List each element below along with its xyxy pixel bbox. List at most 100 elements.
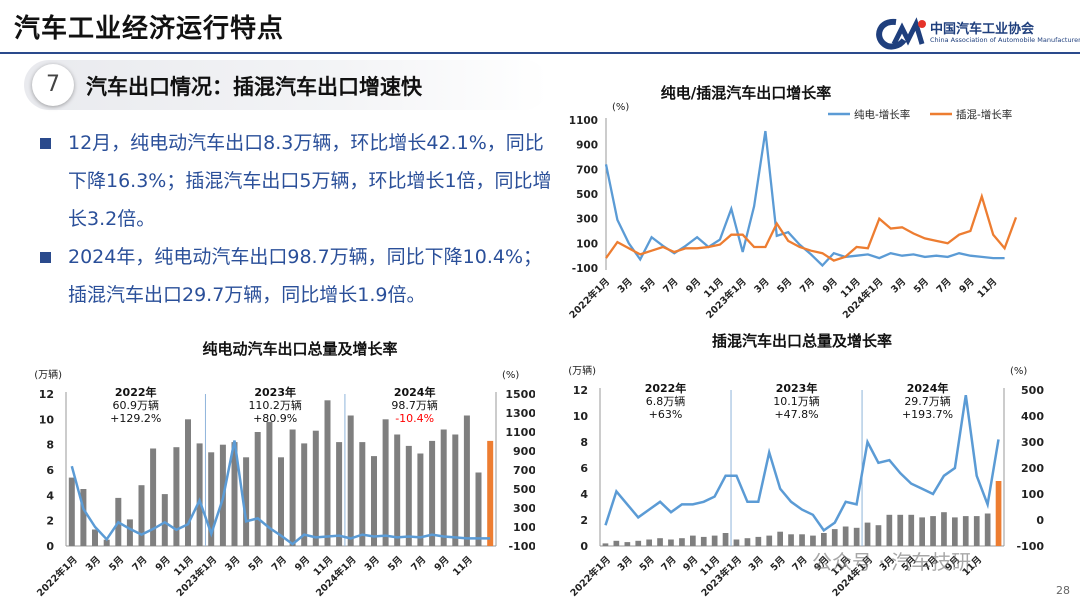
volume-bar [173, 447, 180, 546]
annotation-year: 2023年 [254, 385, 296, 399]
bullet-list: 12月，纯电动汽车出口8.3万辆，环比增长42.1%，同比下降16.3%；插混汽… [38, 124, 558, 314]
y-right-unit: (%) [502, 370, 519, 381]
growth-line [604, 395, 1000, 533]
caam-logo: 中国汽车工业协会 China Association of Automobile… [872, 16, 1080, 52]
x-tick-label: 5月 [107, 554, 126, 573]
x-tick-label: 5月 [638, 554, 657, 573]
annotation-total: 29.7万辆 [904, 394, 951, 408]
y-left-tick: 6 [46, 464, 54, 477]
growth-line [70, 440, 491, 546]
volume-bar [289, 429, 296, 546]
volume-bar [766, 535, 773, 546]
x-tick-label: 9月 [957, 276, 976, 295]
volume-bar [161, 494, 168, 546]
x-tick-label: 3月 [84, 554, 103, 573]
y-right-tick: 300 [1021, 436, 1044, 449]
volume-bar [405, 445, 412, 546]
volume-bar [475, 472, 482, 546]
x-tick-label: 11月 [975, 276, 999, 300]
volume-bar [919, 517, 925, 546]
y-tick-label: 500 [576, 189, 598, 201]
volume-bar [744, 538, 751, 546]
x-tick-label: 3月 [747, 554, 766, 573]
volume-bar [301, 443, 308, 546]
volume-bar [908, 514, 915, 546]
x-tick-label: 3月 [752, 276, 771, 295]
y-right-tick: 500 [513, 483, 535, 496]
x-tick-label: 5月 [912, 276, 931, 295]
volume-bar [185, 419, 191, 546]
y-left-tick: 8 [580, 436, 588, 449]
annotation-total: 60.9万辆 [112, 398, 159, 412]
volume-bar [635, 540, 642, 546]
y-right-tick: 0 [1036, 514, 1044, 527]
x-tick-label: 2022年1月 [567, 276, 612, 321]
annotation-total: 110.2万辆 [248, 398, 302, 412]
volume-bar [810, 535, 816, 546]
volume-bar [690, 535, 696, 546]
volume-bar [394, 434, 401, 546]
x-tick-label: 7月 [270, 554, 289, 573]
volume-bar [359, 442, 366, 546]
volume-bar [138, 485, 145, 546]
y-right-tick: 900 [513, 445, 535, 458]
y-left-tick: 8 [46, 439, 54, 452]
x-tick-label: 3月 [889, 276, 908, 295]
volume-bar [853, 527, 860, 546]
y-right-tick: 500 [1021, 384, 1044, 397]
x-tick-label: 2022年1月 [34, 554, 79, 599]
x-tick-label: 3月 [616, 554, 635, 573]
volume-bar [92, 529, 98, 546]
legend-label: 插混-增长率 [956, 108, 1012, 121]
x-tick-label: 3月 [223, 554, 242, 573]
y-right-tick: 100 [513, 521, 535, 534]
volume-bar [196, 443, 203, 546]
chart-title: 纯电动汽车出口总量及增长率 [202, 340, 397, 358]
y-left-tick: 12 [39, 388, 54, 401]
volume-bar [103, 539, 110, 546]
x-tick-label: 5月 [769, 554, 788, 573]
bullet-item: 2024年，纯电动汽车出口98.7万辆，同比下降10.4%；插混汽车出口29.7… [38, 238, 558, 314]
y-tick-label: 900 [576, 140, 598, 152]
y-right-tick: 700 [513, 464, 535, 477]
volume-bar [324, 400, 331, 546]
x-tick-label: 9月 [154, 554, 173, 573]
volume-bar [208, 452, 215, 546]
volume-bar [897, 514, 904, 546]
volume-bar [150, 448, 157, 546]
header-rule [0, 52, 1080, 54]
y-right-tick: 400 [1021, 410, 1044, 423]
y-right-unit: (%) [1010, 366, 1027, 377]
section-banner: 7 汽车出口情况：插混汽车出口增速快 [24, 60, 549, 110]
volume-bar [254, 432, 261, 546]
watermark: 公众号 · 汽车技研 [812, 550, 972, 574]
caam-logo-icon [876, 17, 926, 50]
series-line [605, 192, 1018, 262]
y-tick-label: 300 [576, 214, 598, 226]
x-tick-label: 3月 [616, 276, 635, 295]
x-tick-label: 7月 [798, 276, 817, 295]
x-tick-label: 7月 [659, 554, 678, 573]
annotation-growth: -10.4% [395, 412, 434, 425]
x-tick-label: 5月 [775, 276, 794, 295]
x-tick-label: 7月 [130, 554, 149, 573]
chart-title: 纯电/插混汽车出口增长率 [661, 84, 831, 102]
annotation-year: 2023年 [776, 381, 818, 395]
x-tick-label: 9月 [293, 554, 312, 573]
annotation-growth: +129.2% [110, 412, 161, 425]
volume-bar [278, 457, 284, 546]
volume-bar [799, 534, 805, 546]
x-tick-label: 7月 [661, 276, 680, 295]
logo-cn-text: 中国汽车工业协会 [930, 22, 1035, 37]
volume-bar [962, 516, 969, 546]
annotation-growth: +80.9% [253, 412, 297, 425]
volume-bar [952, 517, 958, 546]
x-tick-label: 9月 [821, 276, 840, 295]
volume-bar [126, 519, 133, 546]
x-tick-label: 7月 [790, 554, 809, 573]
chart-title: 插混汽车出口总量及增长率 [712, 332, 892, 350]
bullet-text: 2024年，纯电动汽车出口98.7万辆，同比下降10.4%；插混汽车出口29.7… [68, 246, 543, 306]
y-right-tick: 100 [1021, 488, 1044, 501]
volume-bar [371, 456, 377, 546]
volume-bar [646, 539, 652, 546]
